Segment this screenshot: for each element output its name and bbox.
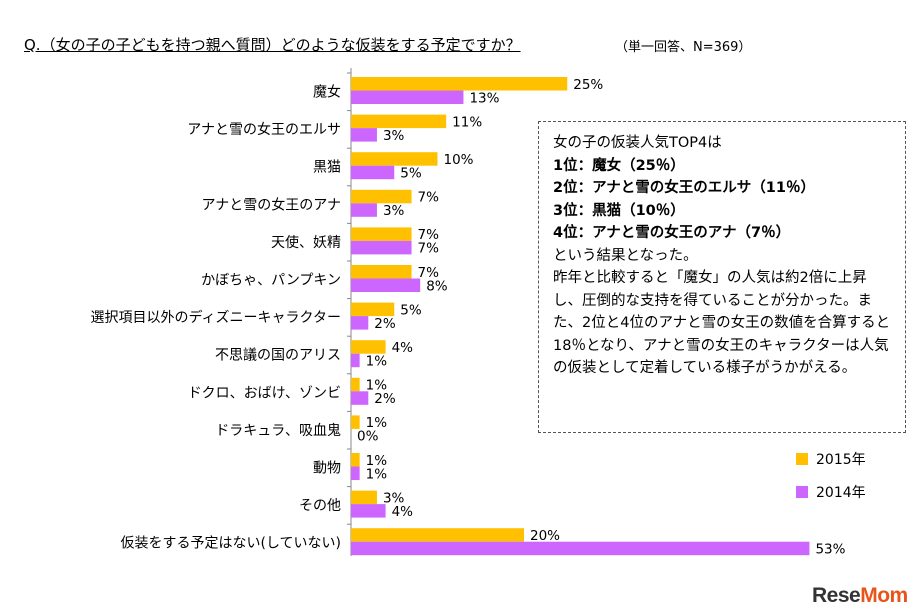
chart-title: Q.（女の子の子どもを持つ親へ質問）どのような仮装をする予定ですか？ xyxy=(24,36,521,54)
category-label: ドクロ、おばけ、ゾンビ xyxy=(188,385,341,401)
data-label: 1% xyxy=(366,353,388,369)
data-label: 10% xyxy=(444,152,474,168)
data-label: 5% xyxy=(400,165,422,181)
bar-2015 xyxy=(351,114,447,129)
bar-2014 xyxy=(351,90,464,104)
category-label: 不思議の国のアリス xyxy=(215,347,341,364)
summary-callout: 女の子の仮装人気TOP4は 1位：魔女（25％） 2位：アナと雪の女王のエルサ（… xyxy=(538,121,906,433)
bar-2015 xyxy=(351,490,377,505)
bar-2014 xyxy=(351,203,377,217)
callout-paragraph: 昨年と比較すると「魔女」の人気は約2倍に上昇し、圧倒的な支持を得ていることが分か… xyxy=(553,270,891,376)
category-label: 黒猫 xyxy=(313,160,341,176)
bar-2015 xyxy=(351,227,412,241)
data-label: 20% xyxy=(530,528,560,544)
callout-line-rank3: 3位：黒猫（10％） xyxy=(553,202,685,219)
bar-2014 xyxy=(351,240,412,255)
bar-2014 xyxy=(351,165,395,180)
data-label: 3% xyxy=(383,203,405,219)
category-label: 仮装をする予定はない(していない) xyxy=(120,536,341,552)
data-label: 7% xyxy=(418,227,440,243)
data-label: 11% xyxy=(452,114,482,130)
category-label: 魔女 xyxy=(313,84,341,101)
data-label: 7% xyxy=(418,265,440,281)
data-label: 1% xyxy=(366,378,388,394)
data-label: 8% xyxy=(426,278,448,294)
category-label: その他 xyxy=(299,498,341,514)
category-label: 動物 xyxy=(313,461,341,477)
legend-swatch-2015 xyxy=(796,453,808,465)
legend-label-2015: 2015年 xyxy=(816,452,866,468)
bar-2015 xyxy=(351,189,412,204)
data-label: 4% xyxy=(392,340,414,356)
callout-line-result: という結果となった。 xyxy=(553,247,698,264)
data-label: 4% xyxy=(392,504,414,520)
bar-2015 xyxy=(351,152,438,166)
data-label: 2% xyxy=(374,391,396,407)
bar-2014 xyxy=(351,316,369,330)
bar-2014 xyxy=(351,541,810,556)
category-label: かぼちゃ、パンプキン xyxy=(201,273,341,289)
category-label: アナと雪の女王のアナ xyxy=(202,196,341,213)
legend-swatch-2014 xyxy=(796,486,808,498)
bar-2015 xyxy=(351,377,360,392)
data-label: 5% xyxy=(400,302,422,318)
legend-item-2015: 2015年 xyxy=(796,450,866,468)
data-label: 25% xyxy=(573,77,603,93)
data-label: 1% xyxy=(366,415,388,431)
category-label: アナと雪の女王のエルサ xyxy=(187,121,341,138)
data-label: 3% xyxy=(383,490,405,506)
legend-label-2014: 2014年 xyxy=(816,485,866,501)
callout-line-rank2: 2位：アナと雪の女王のエルサ（11％） xyxy=(553,180,815,196)
bar-2015 xyxy=(351,453,360,467)
data-label: 53% xyxy=(815,541,845,557)
data-label: 7% xyxy=(418,241,440,257)
data-label: 7% xyxy=(418,190,440,206)
data-label: 3% xyxy=(383,128,405,144)
category-label: ドラキュラ、吸血鬼 xyxy=(215,423,341,439)
bar-2014 xyxy=(351,466,360,480)
category-label: 選択項目以外のディズニーキャラクター xyxy=(91,309,341,326)
callout-line-rank4: 4位：アナと雪の女王のアナ（7％） xyxy=(553,225,791,241)
resemom-logo: ReseMom xyxy=(812,584,908,607)
category-label: 天使、妖精 xyxy=(271,234,341,251)
data-label: 2% xyxy=(374,316,396,332)
bar-2014 xyxy=(351,504,386,518)
bar-2014 xyxy=(351,353,360,368)
bar-2014 xyxy=(351,128,377,142)
callout-line-intro: 女の子の仮装人気TOP4は xyxy=(553,135,722,151)
bar-2015 xyxy=(351,77,568,91)
data-label: 0% xyxy=(357,429,379,445)
bar-2015 xyxy=(351,302,395,317)
bar-2015 xyxy=(351,415,360,429)
bar-2015 xyxy=(351,265,412,279)
bar-2014 xyxy=(351,391,369,405)
bar-2015 xyxy=(351,340,386,354)
data-label: 13% xyxy=(469,90,499,106)
data-label: 1% xyxy=(366,453,388,469)
legend-item-2014: 2014年 xyxy=(796,483,866,501)
sample-note: （単一回答、N=369） xyxy=(615,40,752,55)
bar-2015 xyxy=(351,528,524,542)
callout-line-rank1: 1位：魔女（25％） xyxy=(553,157,685,174)
data-label: 1% xyxy=(366,466,388,482)
bar-2014 xyxy=(351,278,421,292)
